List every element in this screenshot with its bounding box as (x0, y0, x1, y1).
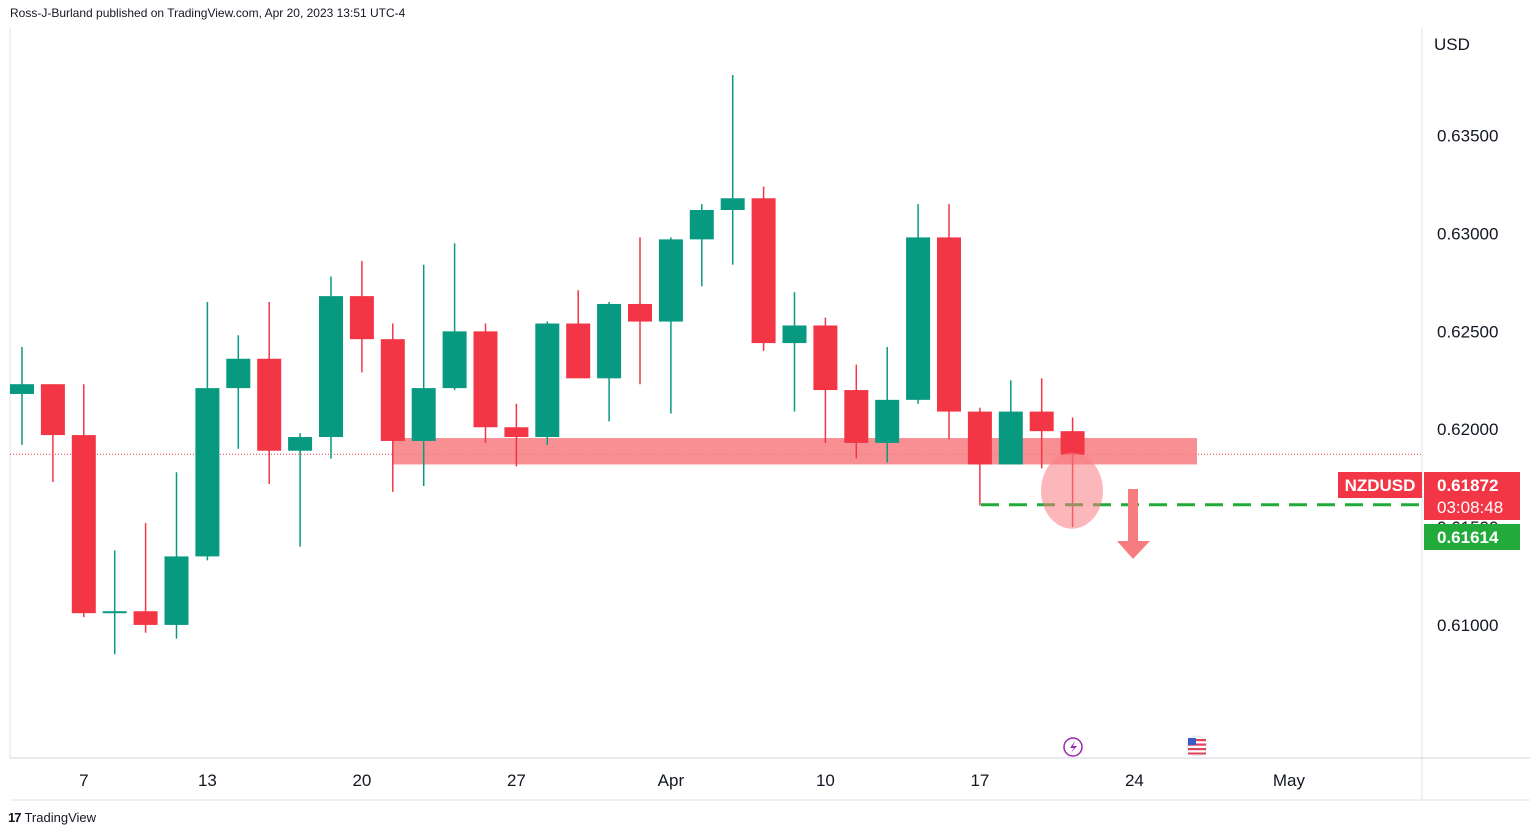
symbol-price-label: NZDUSD 0.61872 03:08:48 (1338, 472, 1520, 520)
date-tick-label: Apr (658, 771, 685, 790)
candle-body (998, 411, 1023, 465)
symbol-badge (1338, 472, 1422, 498)
candle-body (628, 303, 652, 322)
candle-body (40, 384, 65, 436)
date-tick-label: 10 (816, 771, 835, 790)
candle-body (319, 296, 343, 438)
highlight-ellipse[interactable] (1041, 452, 1103, 529)
tradingview-logo-icon: 17 (8, 810, 22, 825)
candle-body (288, 437, 313, 451)
candle-body (813, 325, 838, 391)
candle-body (133, 611, 158, 625)
price-axis[interactable]: 0.610000.615000.620000.625000.630000.635… (1437, 127, 1498, 635)
date-tick-label: 27 (507, 771, 526, 790)
last-price-value: 0.61872 (1437, 476, 1498, 495)
support-badge (1424, 524, 1520, 550)
price-tick-label: 0.62000 (1437, 420, 1498, 439)
price-tick-label: 0.63000 (1437, 224, 1498, 243)
symbol-label: NZDUSD (1345, 476, 1416, 495)
candle-body (597, 303, 622, 379)
candle-body (411, 388, 436, 441)
candle-body (226, 358, 251, 389)
candle-body (906, 237, 931, 400)
date-tick-label: 20 (352, 771, 371, 790)
candle-body (71, 435, 96, 614)
date-tick-label: 7 (79, 771, 88, 790)
candle-body (751, 198, 776, 344)
candle-body (566, 323, 591, 379)
candle-body (875, 399, 900, 443)
candle-body (844, 390, 869, 443)
publisher-header: Ross-J-Burland published on TradingView.… (10, 6, 406, 20)
candle-body (164, 556, 189, 625)
footer-brand[interactable]: 17 TradingView (8, 810, 96, 825)
date-tick-label: 13 (198, 771, 217, 790)
candle-body (442, 331, 467, 389)
candle-body (1060, 431, 1085, 455)
candle-body (10, 384, 34, 394)
candles-group (10, 74, 1085, 655)
candle-body (658, 239, 683, 322)
candle-body (349, 296, 374, 340)
support-value: 0.61614 (1437, 528, 1499, 547)
candle-body (720, 198, 745, 211)
candle-body (380, 339, 405, 441)
candle-body (782, 325, 807, 344)
price-tick-label: 0.61000 (1437, 616, 1498, 635)
candle-body (535, 323, 560, 438)
candle-body (473, 331, 498, 428)
brand-name: TradingView (24, 810, 97, 825)
down-arrow[interactable] (1117, 489, 1150, 559)
candle-body (937, 237, 961, 412)
countdown-value: 03:08:48 (1437, 498, 1503, 517)
date-tick-label: May (1273, 771, 1306, 790)
date-tick-label: 24 (1125, 771, 1144, 790)
time-axis[interactable]: 7 13 20 27 Apr 10 17 24 May (79, 771, 1305, 790)
candle-body (1029, 411, 1054, 432)
currency-label: USD (1434, 35, 1470, 54)
candle-body (195, 388, 220, 557)
date-tick-label: 17 (970, 771, 989, 790)
candle-body (504, 427, 529, 438)
us-flag-icon[interactable] (1186, 735, 1208, 757)
last-price-badge (1424, 472, 1520, 520)
candle-body (689, 210, 714, 240)
candle-body (257, 358, 282, 451)
price-tick-label: 0.63500 (1437, 127, 1498, 146)
event-lightning-icon[interactable] (1063, 737, 1083, 757)
candle-body (967, 411, 992, 465)
support-price-label: 0.61614 (1424, 524, 1520, 550)
candle-body (102, 611, 127, 614)
price-tick-label: 0.62500 (1437, 322, 1498, 341)
